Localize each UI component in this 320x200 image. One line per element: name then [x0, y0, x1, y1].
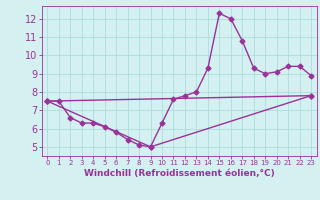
X-axis label: Windchill (Refroidissement éolien,°C): Windchill (Refroidissement éolien,°C): [84, 169, 275, 178]
